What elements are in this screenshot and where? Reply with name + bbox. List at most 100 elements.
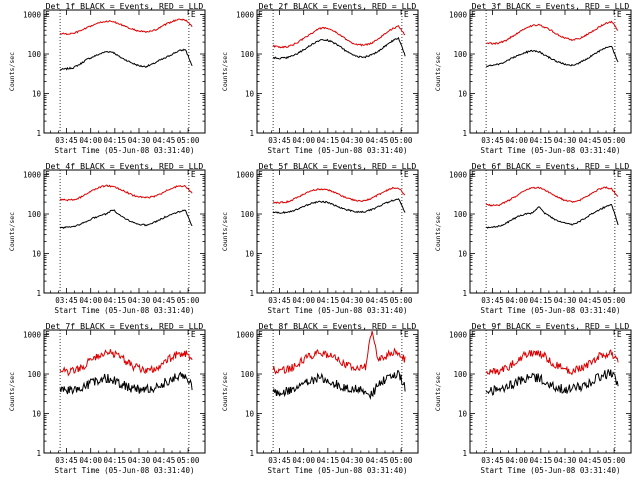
x-tick-label: 04:30 <box>554 136 577 145</box>
x-tick-label: 04:15 <box>317 296 340 305</box>
x-tick-label: 04:00 <box>79 296 102 305</box>
series-line-lld <box>59 184 193 202</box>
x-tick-label: 04:00 <box>292 456 315 465</box>
x-tick-label: 05:00 <box>177 136 200 145</box>
series-line-events <box>272 36 406 60</box>
y-axis-label: Counts/sec <box>8 212 16 251</box>
x-tick-label: 04:45 <box>153 296 176 305</box>
x-tick-label: 04:45 <box>579 456 602 465</box>
x-tick-label: 04:45 <box>579 136 602 145</box>
series-line-lld <box>485 20 619 45</box>
x-tick-label: 04:30 <box>341 456 364 465</box>
series-line-events <box>59 48 193 71</box>
y-axis-label: Counts/sec <box>8 52 16 91</box>
corner-marker: E <box>45 330 50 339</box>
x-tick-label: 04:30 <box>554 296 577 305</box>
y-tick-label: 100 <box>27 370 41 379</box>
x-tick-label: 05:00 <box>390 136 413 145</box>
x-tick-label: 03:45 <box>481 136 504 145</box>
x-tick-label: 03:45 <box>55 456 78 465</box>
x-tick-label: 04:45 <box>579 296 602 305</box>
plot-frame <box>43 329 206 454</box>
series-line-events <box>485 369 619 396</box>
y-tick-label: 10 <box>245 410 255 419</box>
x-tick-label: 04:45 <box>153 456 176 465</box>
corner-marker: E <box>617 170 622 179</box>
series-line-lld <box>485 186 619 207</box>
y-tick-label: 1000 <box>449 171 468 180</box>
y-tick-label: 1000 <box>236 331 255 340</box>
x-tick-label: 04:30 <box>128 296 151 305</box>
x-tick-label: 04:15 <box>104 296 127 305</box>
x-axis-label: Start Time (05-Jun-08 03:31:40) <box>268 466 408 475</box>
y-tick-label: 100 <box>27 210 41 219</box>
chart-title: Det 8f BLACK = Events, RED = LLD <box>259 321 417 331</box>
y-tick-label: 1 <box>36 449 41 458</box>
x-tick-label: 04:15 <box>317 136 340 145</box>
plot-frame <box>469 329 632 454</box>
y-tick-label: 1 <box>462 129 467 138</box>
y-tick-label: 10 <box>32 90 42 99</box>
corner-marker: E <box>404 330 409 339</box>
series-line-lld <box>272 330 406 375</box>
series-line-lld <box>272 186 406 204</box>
chart-svg: Det 1f BLACK = Events, RED = LLD 1 10 100 10… <box>8 1 206 155</box>
chart-svg: Det 5f BLACK = Events, RED = LLD 1 10 100 10… <box>221 161 419 315</box>
x-tick-label: 05:00 <box>603 296 626 305</box>
y-axis-label: Counts/sec <box>221 52 229 91</box>
corner-marker: E <box>191 330 196 339</box>
series-line-lld <box>59 349 193 377</box>
y-tick-label: 1 <box>36 289 41 298</box>
y-tick-label: 1 <box>462 289 467 298</box>
detector-panel: Det 3f BLACK = Events, RED = LLD 1 10 100 10… <box>426 0 639 160</box>
x-tick-label: 04:15 <box>104 136 127 145</box>
x-tick-label: 04:15 <box>104 456 127 465</box>
x-axis-label: Start Time (05-Jun-08 03:31:40) <box>55 306 195 315</box>
x-tick-label: 05:00 <box>390 456 413 465</box>
y-tick-label: 1 <box>249 289 254 298</box>
plot-frame <box>43 169 206 294</box>
detector-panel: Det 9f BLACK = Events, RED = LLD 1 10 100 10… <box>426 320 639 480</box>
plot-frame <box>256 9 419 134</box>
x-axis-label: Start Time (05-Jun-08 03:31:40) <box>55 146 195 155</box>
plot-frame <box>256 169 419 294</box>
x-tick-label: 04:00 <box>292 136 315 145</box>
x-tick-label: 04:30 <box>341 136 364 145</box>
x-tick-label: 03:45 <box>481 296 504 305</box>
y-tick-label: 1000 <box>23 331 42 340</box>
corner-marker: E <box>471 330 476 339</box>
y-axis-label: Counts/sec <box>221 212 229 251</box>
chart-svg: Det 8f BLACK = Events, RED = LLD 1 10 100 10… <box>221 321 419 475</box>
x-axis-label: Start Time (05-Jun-08 03:31:40) <box>268 306 408 315</box>
series-line-lld <box>59 18 193 36</box>
x-tick-label: 04:00 <box>505 296 528 305</box>
y-tick-label: 1000 <box>23 171 42 180</box>
y-tick-label: 10 <box>458 90 468 99</box>
x-tick-label: 05:00 <box>390 296 413 305</box>
y-tick-label: 100 <box>27 50 41 59</box>
y-tick-label: 10 <box>32 410 42 419</box>
corner-marker: E <box>617 330 622 339</box>
x-tick-label: 04:15 <box>317 456 340 465</box>
chart-title: Det 7f BLACK = Events, RED = LLD <box>46 321 204 331</box>
corner-marker: E <box>45 10 50 19</box>
x-tick-label: 05:00 <box>603 456 626 465</box>
y-axis-label: Counts/sec <box>434 212 442 251</box>
plot-frame <box>469 169 632 294</box>
chart-title: Det 9f BLACK = Events, RED = LLD <box>472 321 630 331</box>
y-tick-label: 1 <box>36 129 41 138</box>
corner-marker: E <box>191 170 196 179</box>
corner-marker: E <box>191 10 196 19</box>
x-tick-label: 03:45 <box>481 456 504 465</box>
x-tick-label: 04:15 <box>530 136 553 145</box>
detector-panel: Det 7f BLACK = Events, RED = LLD 1 10 100 10… <box>0 320 213 480</box>
series-line-events <box>272 370 406 400</box>
x-tick-label: 03:45 <box>268 136 291 145</box>
y-tick-label: 1000 <box>449 331 468 340</box>
chart-title: Det 2f BLACK = Events, RED = LLD <box>259 1 417 11</box>
x-tick-label: 04:45 <box>366 456 389 465</box>
corner-marker: E <box>617 10 622 19</box>
x-tick-label: 04:30 <box>554 456 577 465</box>
y-axis-label: Counts/sec <box>8 372 16 411</box>
